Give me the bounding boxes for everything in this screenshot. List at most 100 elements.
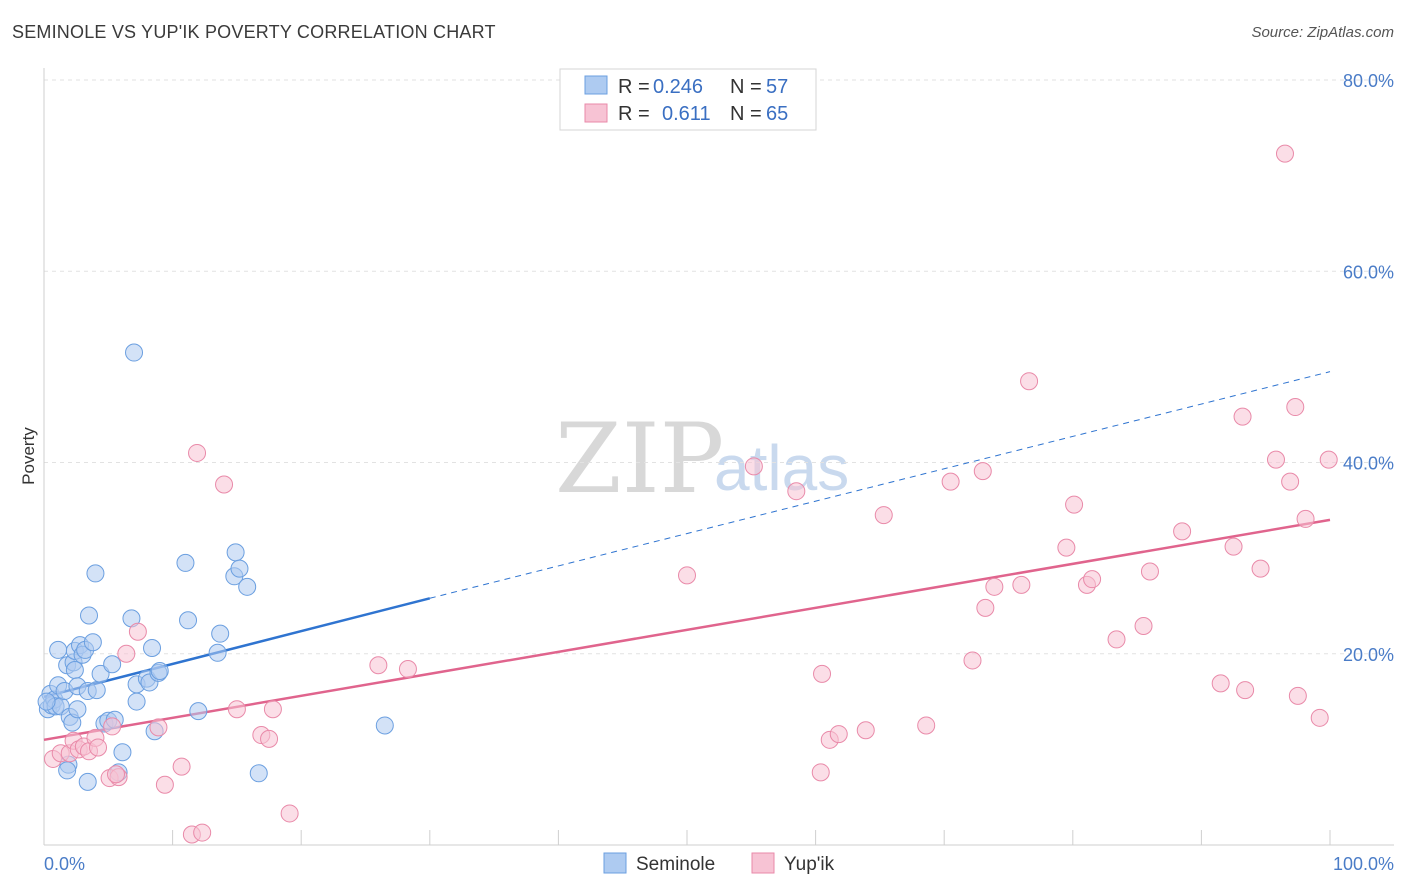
point-seminole-17 [68, 700, 87, 719]
point-seminole-53 [238, 577, 257, 596]
legend-r-seminole: 0.246 [653, 76, 703, 98]
point-yupik-49 [1083, 570, 1102, 589]
point-seminole-37 [127, 692, 146, 711]
point-yupik-8 [89, 738, 108, 757]
point-yupik-66 [1319, 450, 1338, 469]
point-seminole-31 [103, 655, 122, 674]
point-yupik-41 [973, 462, 992, 481]
point-yupik-47 [1065, 495, 1084, 514]
point-yupik-10 [103, 717, 122, 736]
point-yupik-56 [1233, 407, 1252, 426]
legend-swatch-yupik [584, 103, 608, 123]
trend-line-seminole-extension [429, 371, 1331, 599]
point-yupik-53 [1173, 522, 1192, 541]
y-tick-label-40: 40.0% [1343, 454, 1394, 474]
point-yupik-38 [917, 716, 936, 735]
top-legend: R = 0.246 N = 57 R = 0.611 N = 65 [559, 68, 817, 131]
point-yupik-46 [1057, 538, 1076, 557]
point-yupik-40 [963, 651, 982, 670]
point-yupik-32 [811, 763, 830, 782]
point-yupik-63 [1296, 509, 1315, 528]
legend-r-yupik: 0.611 [662, 103, 711, 125]
legend-r-label-yupik: R = [618, 103, 650, 125]
point-seminole-52 [230, 559, 249, 578]
point-yupik-17 [172, 757, 191, 776]
y-tick-label-60: 60.0% [1343, 262, 1394, 282]
x-tick-label-min: 0.0% [44, 854, 85, 874]
watermark-zip: ZIP [555, 403, 724, 515]
y-axis-tick-labels: 20.0% 40.0% 60.0% 80.0% [1343, 71, 1394, 665]
point-yupik-31 [787, 482, 806, 501]
point-yupik-27 [369, 656, 388, 675]
point-yupik-45 [1020, 372, 1039, 391]
point-seminole-45 [176, 553, 195, 572]
point-yupik-37 [874, 506, 893, 525]
point-yupik-44 [1012, 575, 1031, 594]
point-seminole-16 [65, 661, 84, 680]
point-yupik-30 [744, 457, 763, 476]
y-tick-label-20: 20.0% [1343, 645, 1394, 665]
point-seminole-36 [125, 343, 144, 362]
bottom-legend-label-seminole: Seminole [636, 854, 715, 875]
point-seminole-41 [143, 639, 162, 658]
point-yupik-61 [1281, 472, 1300, 491]
point-yupik-51 [1134, 617, 1153, 636]
point-seminole-49 [211, 624, 230, 643]
point-yupik-29 [678, 566, 696, 585]
point-yupik-24 [260, 729, 279, 748]
trend-lines [43, 371, 1331, 742]
point-yupik-36 [856, 721, 875, 740]
point-yupik-65 [1310, 708, 1329, 727]
point-yupik-15 [149, 718, 168, 737]
point-yupik-58 [1251, 559, 1270, 578]
point-yupik-64 [1288, 686, 1307, 705]
point-seminole-44 [150, 661, 169, 680]
point-seminole-54 [249, 764, 268, 783]
point-seminole-7 [49, 640, 68, 659]
point-seminole-27 [87, 681, 106, 700]
bottom-legend-label-yupik: Yup'ik [784, 854, 835, 875]
point-yupik-54 [1211, 674, 1230, 693]
point-seminole-28 [91, 664, 110, 683]
point-seminole-24 [78, 772, 97, 791]
point-yupik-13 [117, 644, 136, 663]
point-seminole-26 [86, 564, 105, 583]
legend-n-yupik: 65 [766, 103, 788, 125]
point-seminole-34 [113, 743, 132, 762]
legend-swatch-seminole [584, 75, 608, 95]
point-yupik-42 [976, 598, 995, 617]
point-yupik-21 [215, 475, 234, 494]
point-yupik-12 [107, 765, 126, 784]
point-yupik-14 [128, 622, 147, 641]
point-seminole-47 [189, 702, 208, 721]
bottom-legend-swatch-seminole [603, 852, 627, 874]
chart-title: SEMINOLE VS YUP'IK POVERTY CORRELATION C… [12, 22, 496, 42]
point-seminole-56 [37, 692, 56, 711]
point-seminole-23 [80, 606, 99, 625]
point-yupik-16 [155, 775, 174, 794]
point-yupik-22 [227, 700, 246, 719]
point-yupik-55 [1224, 537, 1243, 556]
point-seminole-11 [58, 761, 77, 780]
point-yupik-59 [1266, 450, 1285, 469]
legend-n-seminole: 57 [766, 76, 788, 98]
point-yupik-28 [398, 660, 417, 679]
legend-r-label-seminole: R = [618, 76, 650, 98]
point-yupik-19 [188, 443, 207, 462]
point-seminole-48 [208, 643, 227, 662]
point-yupik-57 [1236, 681, 1255, 700]
watermark-atlas: atlas [714, 432, 849, 504]
point-yupik-25 [263, 700, 282, 719]
point-yupik-20 [193, 823, 212, 842]
point-yupik-43 [985, 577, 1004, 596]
point-yupik-60 [1275, 144, 1294, 163]
chart-source: Source: ZipAtlas.com [1251, 24, 1394, 41]
point-yupik-62 [1286, 398, 1305, 417]
x-tick-label-max: 100.0% [1333, 854, 1394, 874]
point-seminole-25 [83, 633, 102, 652]
point-yupik-50 [1107, 630, 1126, 649]
point-yupik-35 [829, 725, 848, 744]
legend-n-label-yupik: N = [730, 103, 762, 125]
point-yupik-26 [280, 804, 299, 823]
